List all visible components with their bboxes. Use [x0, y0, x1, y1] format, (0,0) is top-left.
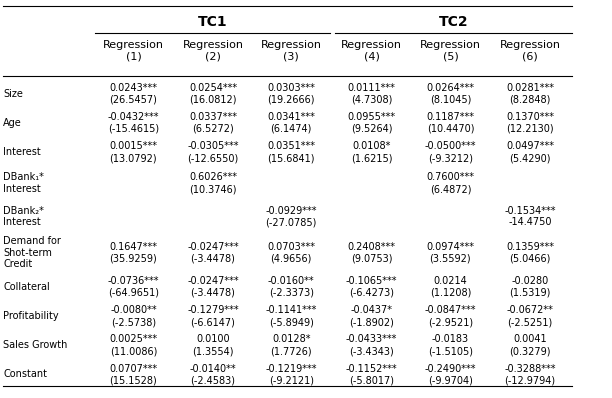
Text: 0.2408***
(9.0753): 0.2408*** (9.0753) — [348, 242, 395, 263]
Text: Regression
(5): Regression (5) — [420, 40, 481, 62]
Text: -0.3288***
(-12.9794): -0.3288*** (-12.9794) — [504, 363, 556, 385]
Text: Age: Age — [3, 118, 22, 128]
Text: -0.0280
(1.5319): -0.0280 (1.5319) — [509, 276, 551, 298]
Text: 0.1647***
(35.9259): 0.1647*** (35.9259) — [110, 242, 157, 263]
Text: 0.0341***
(6.1474): 0.0341*** (6.1474) — [267, 112, 315, 134]
Text: TC1: TC1 — [198, 15, 228, 29]
Text: -0.0847***
(-2.9521): -0.0847*** (-2.9521) — [425, 305, 476, 327]
Text: 0.0111***
(4.7308): 0.0111*** (4.7308) — [348, 83, 395, 105]
Text: 0.0214
(1.1208): 0.0214 (1.1208) — [430, 276, 471, 298]
Text: -0.0672**
(-2.5251): -0.0672** (-2.5251) — [507, 305, 553, 327]
Text: 0.0281***
(8.2848): 0.0281*** (8.2848) — [506, 83, 554, 105]
Text: 0.0974***
(3.5592): 0.0974*** (3.5592) — [427, 242, 474, 263]
Text: Demand for
Shot-term
Credit: Demand for Shot-term Credit — [3, 236, 61, 269]
Text: -0.0183
(-1.5105): -0.0183 (-1.5105) — [428, 334, 473, 356]
Text: Interest: Interest — [3, 147, 41, 157]
Text: -0.0929***
(-27.0785): -0.0929*** (-27.0785) — [266, 205, 317, 227]
Text: 0.0303***
(19.2666): 0.0303*** (19.2666) — [267, 83, 315, 105]
Text: 0.0264***
(8.1045): 0.0264*** (8.1045) — [427, 83, 474, 105]
Text: -0.1534***
-14.4750: -0.1534*** -14.4750 — [504, 205, 556, 227]
Text: Collateral: Collateral — [3, 282, 50, 292]
Text: 0.0707***
(15.1528): 0.0707*** (15.1528) — [110, 363, 157, 385]
Text: -0.0247***
(-3.4478): -0.0247*** (-3.4478) — [187, 242, 239, 263]
Text: 0.6026***
(10.3746): 0.6026*** (10.3746) — [189, 172, 237, 194]
Text: Regression
(6): Regression (6) — [499, 40, 561, 62]
Text: -0.1279***
(-6.6147): -0.1279*** (-6.6147) — [187, 305, 239, 327]
Text: Profitability: Profitability — [3, 311, 59, 321]
Text: -0.0500***
(-9.3212): -0.0500*** (-9.3212) — [425, 141, 476, 163]
Text: -0.1219***
(-9.2121): -0.1219*** (-9.2121) — [266, 363, 317, 385]
Text: -0.0437*
(-1.8902): -0.0437* (-1.8902) — [349, 305, 394, 327]
Text: 0.1187***
(10.4470): 0.1187*** (10.4470) — [427, 112, 474, 134]
Text: TC2: TC2 — [439, 15, 469, 29]
Text: 0.0041
(0.3279): 0.0041 (0.3279) — [509, 334, 551, 356]
Text: 0.0015***
(13.0792): 0.0015*** (13.0792) — [110, 141, 157, 163]
Text: -0.0080**
(-2.5738): -0.0080** (-2.5738) — [110, 305, 157, 327]
Text: 0.1359***
(5.0466): 0.1359*** (5.0466) — [506, 242, 554, 263]
Text: -0.1065***
(-6.4273): -0.1065*** (-6.4273) — [346, 276, 397, 298]
Text: -0.0140**
(-2.4583): -0.0140** (-2.4583) — [190, 363, 236, 385]
Text: 0.7600***
(6.4872): 0.7600*** (6.4872) — [427, 172, 474, 194]
Text: DBank₂*
Interest: DBank₂* Interest — [3, 205, 44, 227]
Text: 0.0955***
(9.5264): 0.0955*** (9.5264) — [348, 112, 395, 134]
Text: Regression
(1): Regression (1) — [103, 40, 164, 62]
Text: 0.0703***
(4.9656): 0.0703*** (4.9656) — [267, 242, 315, 263]
Text: 0.0025***
(11.0086): 0.0025*** (11.0086) — [110, 334, 157, 356]
Text: 0.1370***
(12.2130): 0.1370*** (12.2130) — [506, 112, 554, 134]
Text: 0.0497***
(5.4290): 0.0497*** (5.4290) — [506, 141, 554, 163]
Text: -0.0160**
(-2.3373): -0.0160** (-2.3373) — [268, 276, 315, 298]
Text: -0.1141***
(-5.8949): -0.1141*** (-5.8949) — [266, 305, 317, 327]
Text: 0.0243***
(26.5457): 0.0243*** (26.5457) — [110, 83, 157, 105]
Text: -0.0247***
(-3.4478): -0.0247*** (-3.4478) — [187, 276, 239, 298]
Text: -0.0736***
(-64.9651): -0.0736*** (-64.9651) — [108, 276, 159, 298]
Text: Regression
(4): Regression (4) — [341, 40, 402, 62]
Text: Regression
(3): Regression (3) — [261, 40, 322, 62]
Text: -0.0305***
(-12.6550): -0.0305*** (-12.6550) — [187, 141, 239, 163]
Text: 0.0254***
(16.0812): 0.0254*** (16.0812) — [189, 83, 237, 105]
Text: Regression
(2): Regression (2) — [182, 40, 244, 62]
Text: 0.0100
(1.3554): 0.0100 (1.3554) — [192, 334, 234, 356]
Text: DBank₁*
Interest: DBank₁* Interest — [3, 172, 44, 194]
Text: -0.0432***
(-15.4615): -0.0432*** (-15.4615) — [108, 112, 159, 134]
Text: -0.1152***
(-5.8017): -0.1152*** (-5.8017) — [346, 363, 397, 385]
Text: 0.0108*
(1.6215): 0.0108* (1.6215) — [351, 141, 392, 163]
Text: Constant: Constant — [3, 369, 47, 379]
Text: 0.0128*
(1.7726): 0.0128* (1.7726) — [271, 334, 312, 356]
Text: -0.2490***
(-9.9704): -0.2490*** (-9.9704) — [425, 363, 476, 385]
Text: 0.0351***
(15.6841): 0.0351*** (15.6841) — [267, 141, 315, 163]
Text: Size: Size — [3, 89, 23, 99]
Text: -0.0433***
(-3.4343): -0.0433*** (-3.4343) — [346, 334, 397, 356]
Text: Sales Growth: Sales Growth — [3, 340, 67, 350]
Text: 0.0337***
(6.5272): 0.0337*** (6.5272) — [189, 112, 237, 134]
